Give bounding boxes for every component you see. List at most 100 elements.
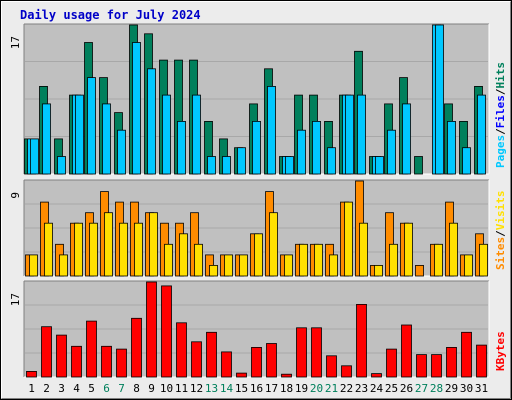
bar-kbytes-day-22 <box>341 365 352 378</box>
day-label-3: 3 <box>58 382 65 395</box>
bar-sites-day-22 <box>344 201 353 277</box>
bar-sites-day-15 <box>239 254 248 277</box>
series-axis-label: Pages/Files/Hits <box>494 62 507 168</box>
day-label-17: 17 <box>265 382 278 395</box>
bar-files-day-21 <box>327 147 336 175</box>
bar-sites-day-9 <box>149 212 158 277</box>
bar-files-day-7 <box>117 129 126 175</box>
day-label-26: 26 <box>400 382 413 395</box>
series-axis-label: KBytes <box>494 331 507 371</box>
bar-sites-day-5 <box>89 222 98 277</box>
bar-files-day-16 <box>252 121 261 175</box>
day-label-18: 18 <box>280 382 293 395</box>
bar-sites-day-28 <box>434 243 443 277</box>
bar-kbytes-day-24 <box>371 373 382 378</box>
bar-kbytes-day-19 <box>296 327 307 378</box>
bar-kbytes-day-6 <box>101 345 112 378</box>
bar-files-day-10 <box>162 94 171 175</box>
bar-sites-day-10 <box>164 243 173 277</box>
day-label-14: 14 <box>220 382 234 395</box>
series-axis-label-part: / <box>494 128 507 135</box>
bar-files-day-15 <box>237 147 246 175</box>
bar-kbytes-day-30 <box>461 331 472 378</box>
bar-sites-day-3 <box>59 254 68 277</box>
day-label-27: 27 <box>415 382 428 395</box>
bar-files-day-23 <box>357 94 366 175</box>
day-label-12: 12 <box>190 382 203 395</box>
bar-sites-day-4 <box>74 222 83 277</box>
day-label-16: 16 <box>250 382 263 395</box>
day-label-23: 23 <box>355 382 368 395</box>
bar-pages-day-4 <box>75 94 84 175</box>
bar-kbytes-day-1 <box>26 370 37 378</box>
y-max-label: 9 <box>9 192 22 199</box>
bar-files-day-31 <box>477 94 486 175</box>
bar-sites-day-13 <box>209 264 218 277</box>
bar-files-day-11 <box>177 121 186 175</box>
bar-pages-day-28 <box>435 24 444 175</box>
bar-kbytes-day-29 <box>446 346 457 378</box>
series-axis-label-part: Visits <box>494 191 507 231</box>
bar-kbytes-day-21 <box>326 355 337 378</box>
x-axis-day-labels: 1 2 3 4 5 6 7 8 9 10 11 12 13 14 15 16 17 18 19 20 21 22 23 24 2… <box>28 382 488 395</box>
bar-files-day-6 <box>102 103 111 175</box>
bar-pages-day-24 <box>375 156 384 175</box>
bar-sites-day-12 <box>194 243 203 277</box>
bar-kbytes-day-9 <box>146 281 157 378</box>
bar-sites-day-16 <box>254 233 263 277</box>
bar-kbytes-day-13 <box>206 331 217 378</box>
bar-files-day-20 <box>312 121 321 175</box>
bar-sites-day-11 <box>179 233 188 277</box>
day-label-28: 28 <box>430 382 443 395</box>
series-axis-label-part: Hits <box>494 62 507 89</box>
day-label-19: 19 <box>295 382 308 395</box>
series-axis-label-part: Sites <box>494 237 507 270</box>
bar-kbytes-day-17 <box>266 343 277 378</box>
day-label-8: 8 <box>133 382 140 395</box>
bar-files-day-26 <box>402 103 411 175</box>
bar-sites-day-24 <box>374 264 383 277</box>
bar-sites-day-7 <box>119 222 128 277</box>
bar-sites-day-25 <box>389 243 398 277</box>
bar-files-day-5 <box>87 77 96 175</box>
bar-files-day-14 <box>222 156 231 175</box>
day-label-2: 2 <box>43 382 50 395</box>
bar-files-day-25 <box>387 129 396 175</box>
bar-files-day-30 <box>462 147 471 175</box>
day-label-15: 15 <box>235 382 248 395</box>
bar-sites-day-23 <box>359 222 368 277</box>
panel-sites-visits: 9 Sites/Visits <box>9 179 507 277</box>
day-label-7: 7 <box>118 382 125 395</box>
day-label-22: 22 <box>340 382 353 395</box>
bar-kbytes-day-4 <box>71 345 82 378</box>
bar-files-day-17 <box>267 86 276 175</box>
series-axis-label-part: / <box>494 230 507 237</box>
day-label-1: 1 <box>28 382 35 395</box>
day-label-13: 13 <box>205 382 218 395</box>
bar-sites-day-17 <box>269 212 278 277</box>
bar-files-day-3 <box>57 156 66 175</box>
bar-kbytes-day-16 <box>251 346 262 378</box>
bar-pages-day-1 <box>30 138 39 175</box>
bar-sites-day-6 <box>104 212 113 277</box>
bar-kbytes-day-23 <box>356 303 367 378</box>
series-axis-label-part: / <box>494 88 507 95</box>
bar-sites-day-8 <box>134 222 143 277</box>
day-label-31: 31 <box>475 382 488 395</box>
bar-sites-day-29 <box>449 222 458 277</box>
day-label-10: 10 <box>160 382 173 395</box>
bar-files-day-13 <box>207 156 216 175</box>
bar-files-day-2 <box>42 103 51 175</box>
day-label-5: 5 <box>88 382 95 395</box>
bar-sites-day-26 <box>404 222 413 277</box>
bar-kbytes-day-5 <box>86 320 97 378</box>
day-label-9: 9 <box>148 382 155 395</box>
bar-kbytes-day-25 <box>386 348 397 378</box>
bar-sites-day-21 <box>329 254 338 277</box>
y-max-label: 17 <box>9 293 22 306</box>
series-axis-label-part: Pages <box>494 135 507 168</box>
day-label-4: 4 <box>73 382 80 395</box>
day-label-29: 29 <box>445 382 458 395</box>
